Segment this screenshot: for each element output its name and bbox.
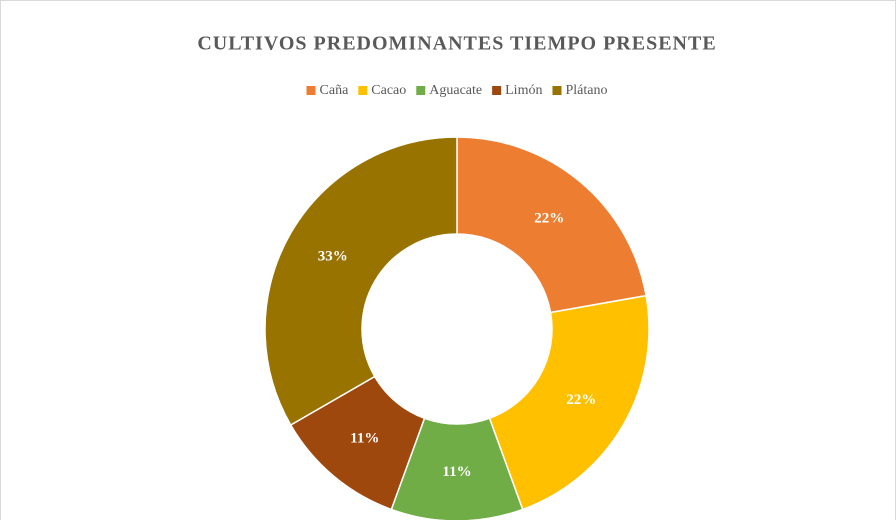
legend-label: Limón [505, 83, 542, 98]
legend-swatch [358, 86, 368, 95]
legend-label: Plátano [565, 83, 607, 98]
data-label: 22% [534, 211, 564, 227]
legend-swatch [552, 86, 562, 95]
legend-swatch [492, 86, 502, 95]
donut-slice [488, 294, 650, 511]
data-label: 22% [566, 392, 596, 408]
legend-label: Caña [320, 83, 350, 98]
legend-swatch [416, 86, 426, 95]
legend-label: Cacao [371, 83, 406, 98]
data-label: 11% [442, 464, 471, 480]
data-label: 11% [350, 430, 379, 446]
data-label: 33% [318, 249, 348, 265]
donut-slice [456, 136, 647, 314]
legend-label: Aguacate [429, 83, 482, 98]
legend: Caña Cacao Aguacate Limón Plátano [306, 83, 607, 98]
donut-slice [264, 136, 458, 427]
legend-swatch [306, 86, 316, 95]
chart-title: CULTIVOS PREDOMINANTES TIEMPO PRESENTE [197, 33, 716, 55]
